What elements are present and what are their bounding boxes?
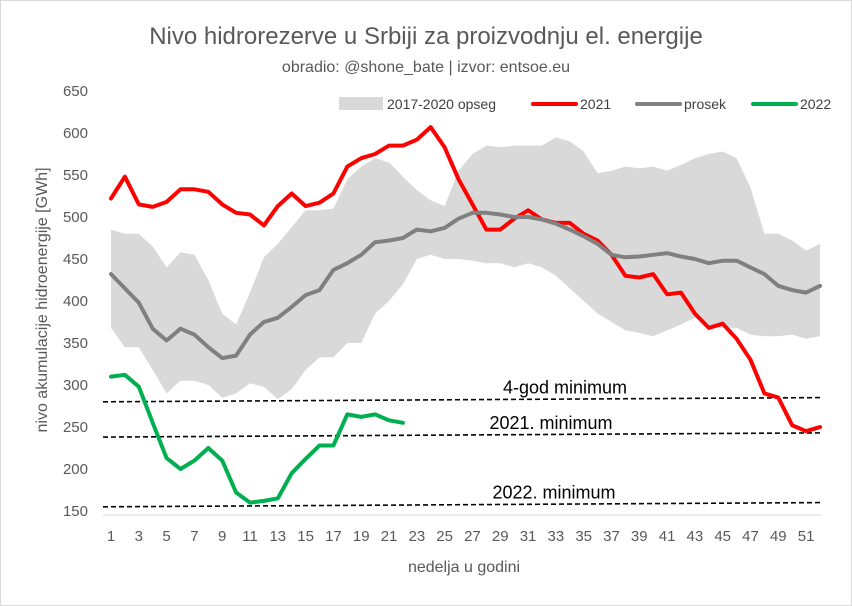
legend-swatch-band (339, 97, 383, 110)
x-axis-label: nedelja u godini (408, 559, 520, 576)
y-tick-label: 550 (63, 167, 88, 184)
x-tick-label: 47 (742, 528, 759, 545)
x-tick-label: 41 (659, 528, 676, 545)
x-tick-label: 17 (325, 528, 342, 545)
x-tick-label: 21 (381, 528, 398, 545)
series-layer (109, 125, 822, 505)
reference-label-2021-minimum: 2021. minimum (489, 413, 612, 433)
x-tick-label: 43 (687, 528, 704, 545)
x-tick-label: 31 (520, 528, 537, 545)
legend-label-prosek: prosek (684, 96, 727, 112)
reference-line-2022-minimum (102, 501, 821, 508)
x-tick-label: 15 (297, 528, 314, 545)
x-tick-label: 1 (107, 528, 115, 545)
x-tick-label: 35 (575, 528, 592, 545)
legend-label-2021: 2021 (580, 96, 611, 112)
range-band (111, 137, 820, 400)
reference-label-2022-minimum: 2022. minimum (492, 483, 615, 503)
chart-title: Nivo hidrorezerve u Srbiji za proizvodnj… (149, 23, 703, 50)
y-tick-label: 350 (63, 335, 88, 352)
x-tick-label: 11 (242, 528, 258, 545)
x-axis-ticks: 1 3 5 7 9 11 13 15 17 19 21 23 25 27 29 31 33 35 37 39 41 43 4… (107, 528, 815, 545)
y-tick-label: 250 (63, 419, 88, 436)
y-tick-label: 600 (63, 125, 88, 142)
x-tick-label: 9 (218, 528, 226, 545)
x-tick-label: 5 (162, 528, 170, 545)
series-line-2021 (109, 125, 822, 434)
series-line-prosek (109, 210, 822, 361)
x-tick-label: 13 (269, 528, 286, 545)
y-tick-label: 500 (63, 209, 88, 226)
x-tick-label: 29 (492, 528, 509, 545)
reference-label-4-god-minimum: 4-god minimum (503, 378, 627, 398)
x-tick-label: 23 (408, 528, 425, 545)
x-tick-label: 51 (798, 528, 815, 545)
x-tick-label: 7 (190, 528, 198, 545)
x-tick-label: 19 (353, 528, 370, 545)
x-tick-label: 45 (714, 528, 731, 545)
reference-line-4-god-minimum (102, 396, 821, 403)
y-axis-label: nivo akumulacije hidroenergije [GWh] (34, 167, 51, 432)
reference-line-2021-minimum (102, 432, 821, 438)
y-axis-ticks: 150 200 250 300 350 400 450 500 550 600 650 (63, 83, 88, 520)
legend: 2017-2020 opseg 2021 prosek 2022 (339, 96, 831, 112)
y-tick-label: 400 (63, 293, 88, 310)
series-line-2022 (109, 372, 405, 505)
range-band-layer (111, 137, 820, 400)
x-tick-label: 33 (548, 528, 565, 545)
x-tick-label: 49 (770, 528, 787, 545)
reference-lines-layer: 4-god minimum 2021. minimum 2022. minimum (102, 378, 821, 508)
x-tick-label: 3 (135, 528, 143, 545)
chart-subtitle: obradio: @shone_bate | izvor: entsoe.eu (282, 59, 570, 76)
y-tick-label: 650 (63, 83, 88, 100)
y-tick-label: 300 (63, 377, 88, 394)
x-tick-label: 39 (631, 528, 648, 545)
x-tick-label: 37 (603, 528, 620, 545)
legend-label-band: 2017-2020 opseg (387, 96, 496, 112)
y-tick-label: 450 (63, 251, 88, 268)
y-tick-label: 150 (63, 503, 88, 520)
legend-label-2022: 2022 (800, 96, 831, 112)
y-tick-label: 200 (63, 461, 88, 478)
x-tick-label: 27 (464, 528, 481, 545)
x-tick-label: 25 (436, 528, 453, 545)
